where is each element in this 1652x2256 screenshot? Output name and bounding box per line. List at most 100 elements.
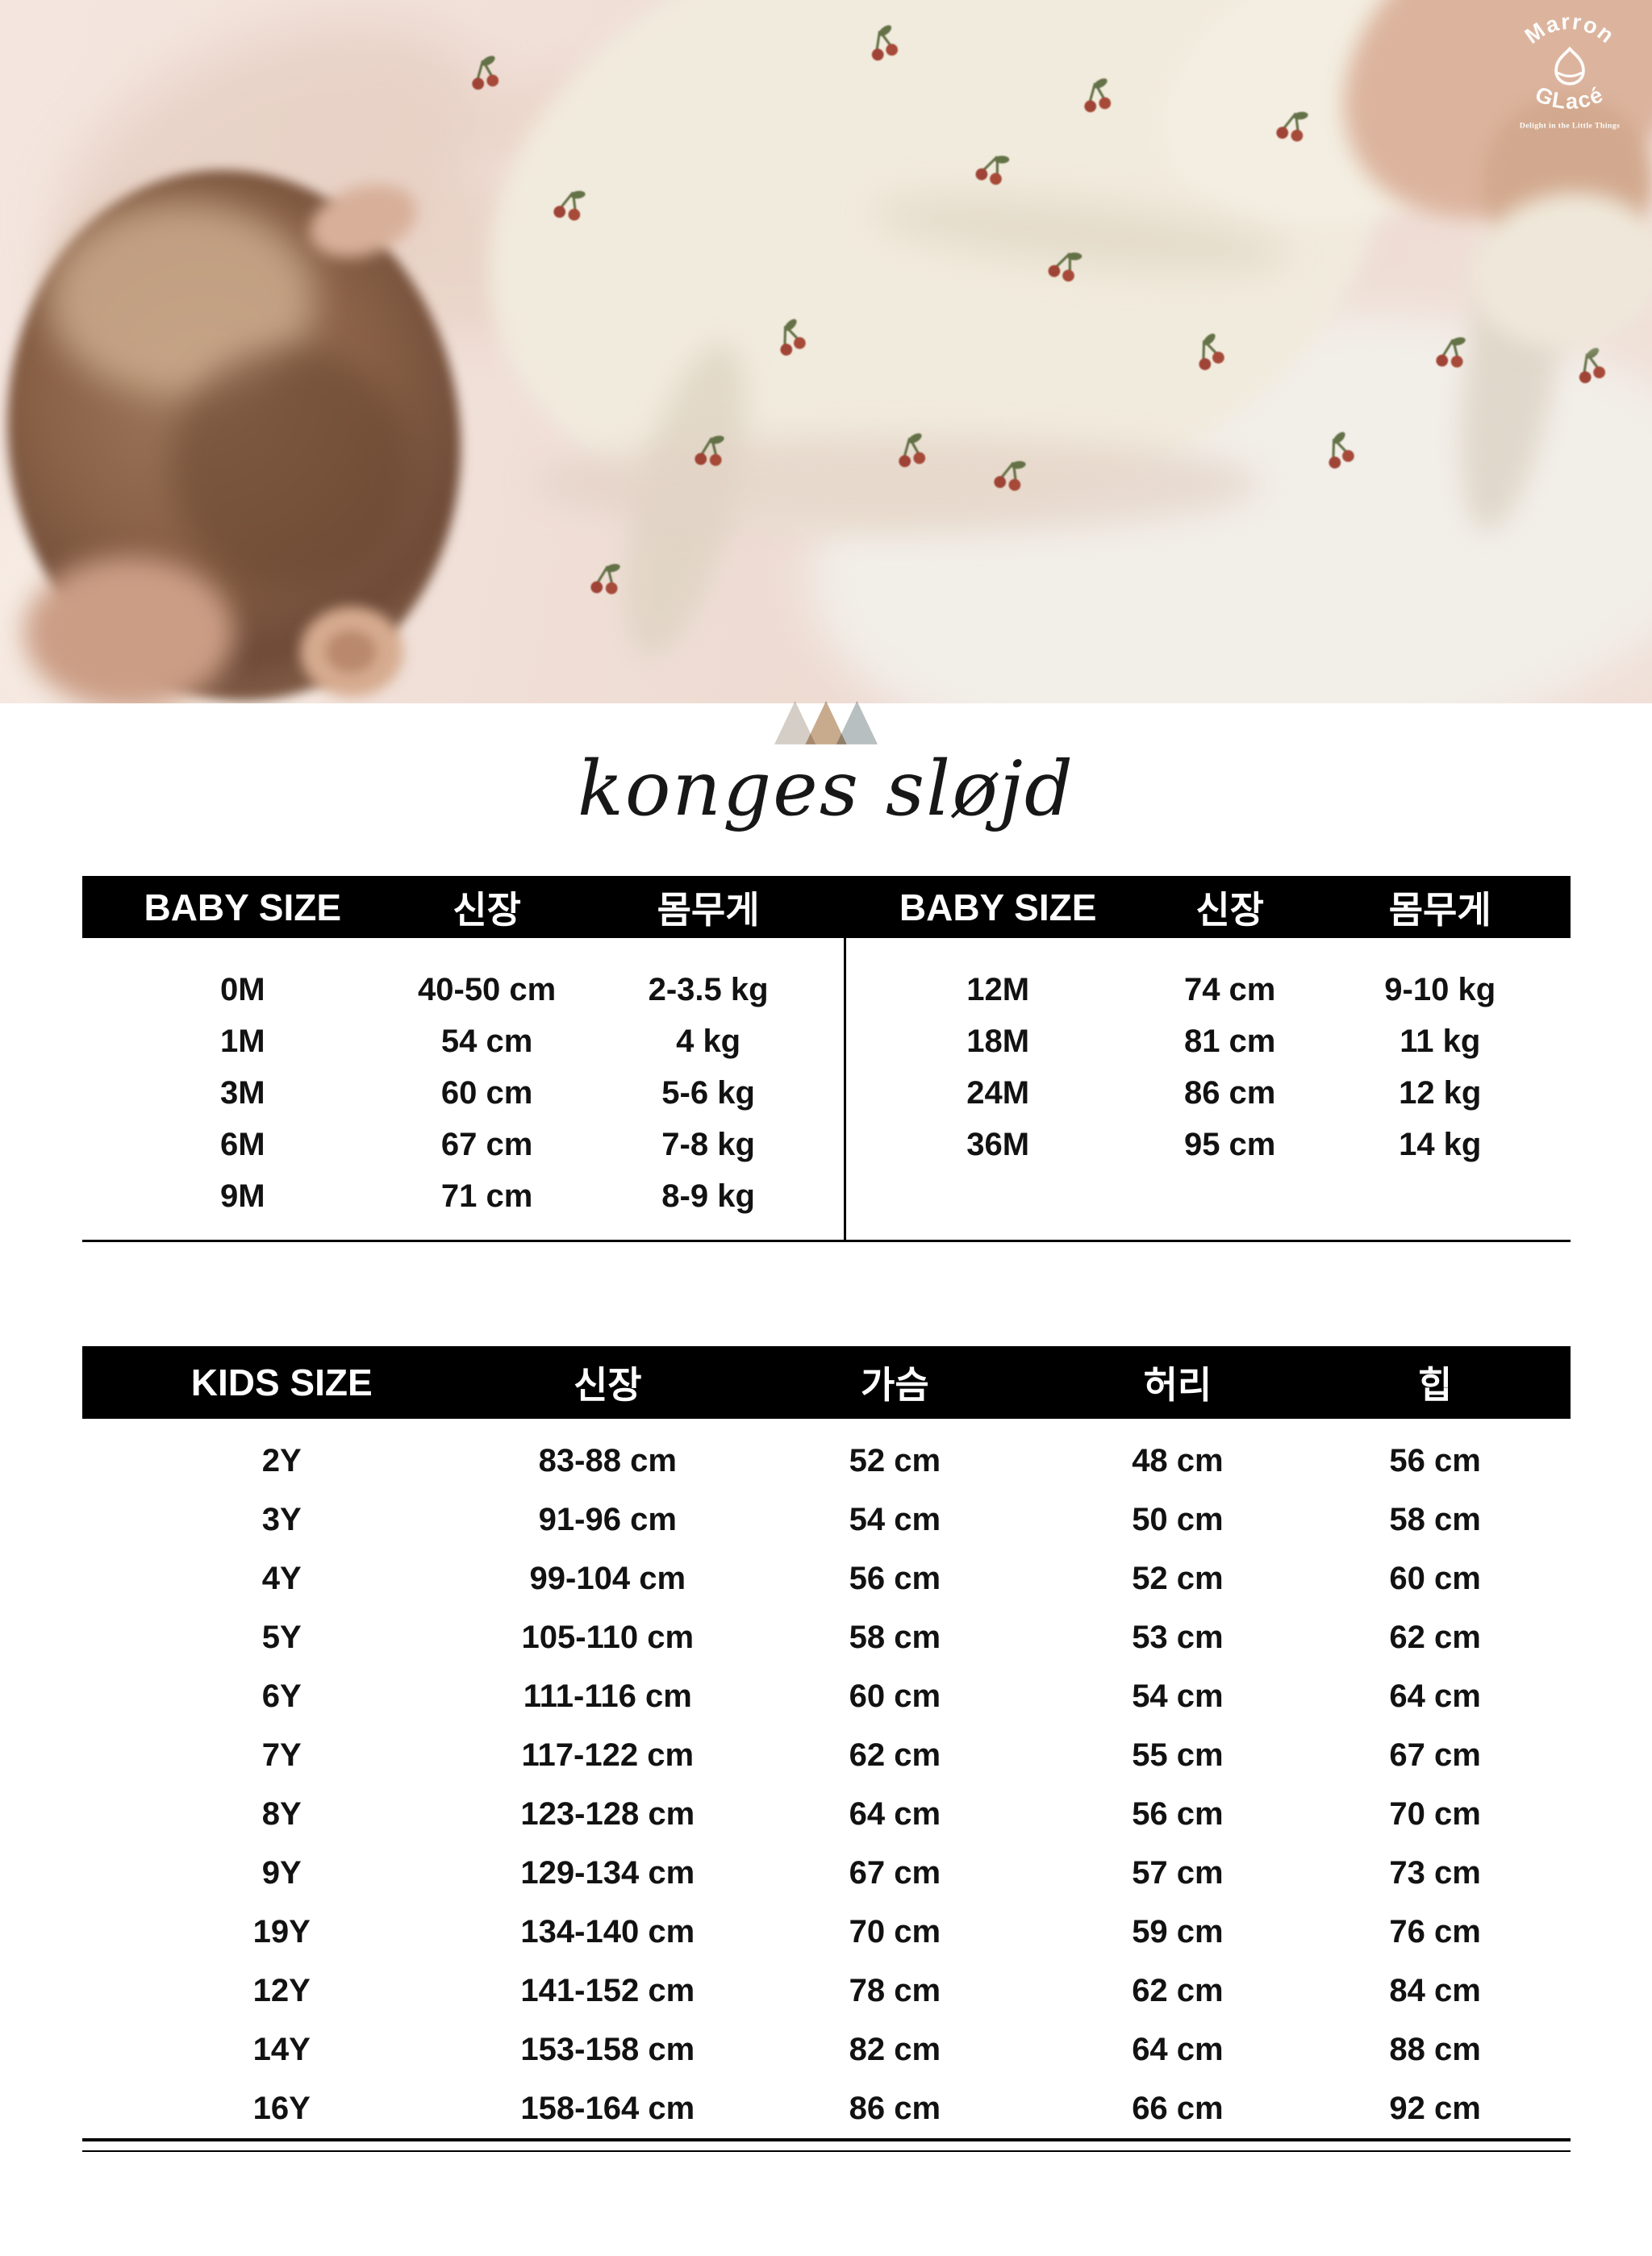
watermark-top-text: Marron [1520, 9, 1618, 48]
cherry-print [1271, 103, 1313, 151]
table-cell: 105-110 cm [521, 1620, 695, 1655]
table-cell: 12Y [252, 1973, 311, 2008]
baby-hair-shadow [169, 347, 411, 589]
table-cell: 64 cm [1389, 1678, 1481, 1714]
table-cell: 99-104 cm [529, 1561, 686, 1596]
table-cell: 55 cm [1132, 1737, 1224, 1773]
table-cell: 14 kg [1399, 1126, 1482, 1162]
table-cell: 158-164 cm [520, 2091, 695, 2126]
cherry-print [1042, 241, 1087, 290]
table-row: 0M 40-50 cm 2-3.5 kg [82, 964, 845, 1015]
column-header: BABY SIZE [144, 886, 342, 928]
table-cell: 7-8 kg [661, 1126, 755, 1162]
table-cell: 56 cm [1389, 1443, 1481, 1478]
table-cell: 8-9 kg [661, 1178, 755, 1214]
table-row: 7Y 117-122 cm 62 cm 55 cm 67 cm [82, 1726, 1571, 1785]
table-cell: 88 cm [1389, 2032, 1481, 2067]
table-cell: 14Y [252, 2032, 311, 2067]
table-cell: 18M [966, 1023, 1030, 1059]
cherry-print [587, 557, 625, 602]
table-cell: 123-128 cm [520, 1796, 695, 1832]
table-cell: 76 cm [1389, 1914, 1481, 1950]
column-header: 몸무게 [1388, 888, 1491, 931]
table-cell: 58 cm [1389, 1502, 1481, 1537]
table-cell: 52 cm [849, 1443, 941, 1478]
table-cell: 5-6 kg [661, 1074, 755, 1111]
table-cell: 86 cm [1183, 1074, 1276, 1111]
chestnut-icon [1554, 46, 1585, 85]
table-cell: 6M [219, 1126, 265, 1162]
table-cell: 64 cm [849, 1796, 941, 1832]
table-cell: 70 cm [1389, 1796, 1481, 1832]
baby-table-header-left: BABY SIZE 신장 몸무게 [82, 876, 845, 938]
svg-text:Marron: Marron [1520, 9, 1620, 48]
table-cell: 48 cm [1132, 1443, 1224, 1478]
table-cell: 66 cm [1132, 2091, 1224, 2126]
table-row: 1M 54 cm 4 kg [82, 1015, 845, 1067]
table-cell: 60 cm [1389, 1561, 1481, 1596]
table-cell: 134-140 cm [520, 1914, 695, 1950]
table-cell: 12M [966, 971, 1030, 1007]
table-cell: 3M [219, 1074, 265, 1111]
table-cell: 74 cm [1183, 971, 1276, 1007]
table-cell: 81 cm [1183, 1023, 1276, 1059]
cherry-print [1433, 331, 1471, 375]
cherry-print [466, 52, 504, 96]
table-row: 18M 81 cm 11 kg [845, 1015, 1571, 1067]
table-cell: 53 cm [1132, 1620, 1224, 1655]
column-header: 신장 [573, 1364, 642, 1406]
cherry-print [970, 144, 1015, 194]
table-cell: 2-3.5 kg [648, 971, 769, 1007]
table-cell: 4Y [261, 1561, 302, 1596]
table-cell: 1M [219, 1023, 265, 1059]
brand-triangles-icon [774, 700, 878, 744]
table-cell: 7Y [261, 1737, 302, 1773]
column-header: 가슴 [861, 1364, 929, 1406]
table-cell: 52 cm [1132, 1561, 1224, 1596]
table-cell: 129-134 cm [520, 1855, 695, 1891]
column-header: 힙 [1417, 1364, 1453, 1406]
table-bottom-double-line [82, 2138, 1571, 2152]
table-bottom-line [82, 1240, 1571, 1242]
table-cell: 8Y [261, 1796, 302, 1832]
svg-text:GLacé: GLacé [1532, 81, 1608, 114]
table-row: 36M 95 cm 14 kg [845, 1119, 1571, 1170]
table-row: 12M 74 cm 9-10 kg [845, 964, 1571, 1015]
table-cell: 86 cm [849, 2091, 941, 2126]
column-header: KIDS SIZE [190, 1362, 373, 1403]
cherry-print [989, 452, 1031, 500]
table-cell: 3Y [261, 1502, 302, 1537]
cherry-print [1570, 344, 1612, 391]
table-cell: 83-88 cm [538, 1443, 677, 1478]
table-cell: 19Y [252, 1914, 311, 1950]
table-cell: 6Y [261, 1678, 302, 1714]
table-divider [844, 938, 847, 1240]
baby-size-table: BABY SIZE 신장 몸무게 BABY SIZE 신장 몸무게 0M 40-5… [82, 876, 1571, 1242]
table-cell: 57 cm [1132, 1855, 1224, 1891]
table-cell: 60 cm [849, 1678, 941, 1714]
table-cell: 16Y [252, 2091, 311, 2126]
column-header: 신장 [453, 888, 521, 931]
table-cell: 5Y [261, 1620, 302, 1655]
cherry-print [1187, 328, 1232, 377]
table-cell: 0M [219, 971, 265, 1007]
table-row: 8Y 123-128 cm 64 cm 56 cm 70 cm [82, 1785, 1571, 1844]
table-cell: 50 cm [1132, 1502, 1224, 1537]
cherry-print [893, 429, 931, 473]
table-cell: 36M [966, 1126, 1030, 1162]
cherry-print [691, 429, 729, 473]
table-cell: 62 cm [849, 1737, 941, 1773]
table-cell: 67 cm [440, 1126, 533, 1162]
marron-glace-logo: Marron GLacé Delight in the Little Thing… [1520, 9, 1620, 131]
column-header: BABY SIZE [899, 886, 1097, 928]
table-cell: 11 kg [1400, 1023, 1481, 1059]
table-cell: 9-10 kg [1384, 971, 1496, 1007]
table-cell: 71 cm [440, 1178, 533, 1214]
table-row: 9Y 129-134 cm 67 cm 57 cm 73 cm [82, 1844, 1571, 1903]
table-cell: 56 cm [849, 1561, 941, 1596]
table-cell: 56 cm [1132, 1796, 1224, 1832]
baby-cheek [24, 557, 234, 703]
baby-table-body: 0M 40-50 cm 2-3.5 kg 1M 54 cm 4 kg 3M 60 cm 5-6 … [82, 938, 1571, 1240]
table-cell: 64 cm [1132, 2032, 1224, 2067]
